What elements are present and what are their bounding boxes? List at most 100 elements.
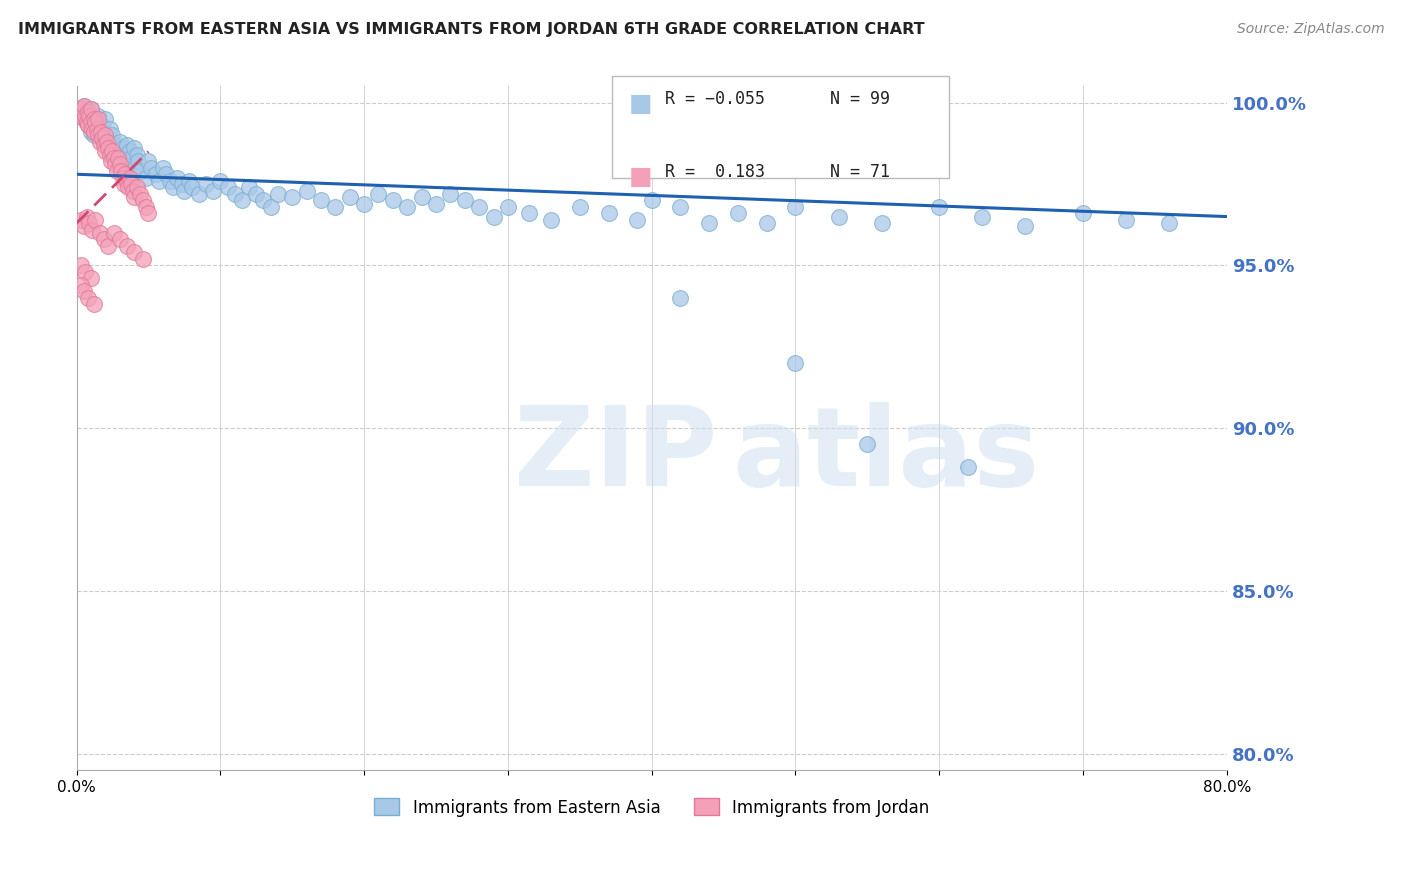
Point — [80, 102, 103, 116]
Point — [194, 177, 217, 191]
Text: atlas: atlas — [733, 402, 1039, 509]
Point — [135, 200, 157, 214]
Point — [245, 186, 267, 201]
Point — [77, 105, 100, 120]
Point — [101, 128, 124, 143]
Point — [101, 145, 124, 159]
Point — [70, 212, 93, 227]
Point — [640, 194, 662, 208]
Point — [77, 119, 100, 133]
Point — [115, 154, 138, 169]
Point — [131, 194, 153, 208]
Point — [187, 186, 209, 201]
Text: R = −0.055: R = −0.055 — [665, 90, 765, 108]
Point — [111, 141, 134, 155]
Point — [411, 190, 433, 204]
Point — [108, 232, 131, 246]
Point — [135, 170, 157, 185]
Point — [540, 212, 562, 227]
Point — [101, 147, 124, 161]
Point — [112, 147, 135, 161]
Legend: Immigrants from Eastern Asia, Immigrants from Jordan: Immigrants from Eastern Asia, Immigrants… — [367, 792, 936, 823]
Point — [87, 128, 110, 143]
Point — [89, 135, 111, 149]
Point — [73, 219, 96, 234]
Point — [87, 112, 110, 126]
Point — [89, 226, 111, 240]
Point — [73, 99, 96, 113]
Point — [80, 271, 103, 285]
Point — [87, 109, 110, 123]
Point — [104, 138, 127, 153]
Point — [482, 210, 505, 224]
Point — [94, 145, 117, 159]
Point — [94, 128, 117, 143]
Point — [231, 194, 253, 208]
Point — [1115, 212, 1137, 227]
Point — [94, 112, 117, 126]
Point — [125, 180, 148, 194]
Point — [128, 186, 150, 201]
Point — [103, 226, 125, 240]
Point — [120, 151, 142, 165]
Point — [83, 112, 105, 126]
Point — [108, 151, 131, 165]
Point — [870, 216, 893, 230]
Point — [82, 222, 104, 236]
Point — [281, 190, 304, 204]
Point — [80, 115, 103, 129]
Point — [112, 177, 135, 191]
Point — [103, 151, 125, 165]
Point — [396, 200, 419, 214]
Point — [173, 184, 195, 198]
Point — [367, 186, 389, 201]
Point — [121, 184, 143, 198]
Point — [972, 210, 994, 224]
Point — [82, 121, 104, 136]
Point — [138, 154, 160, 169]
Point — [84, 212, 107, 227]
Point — [94, 135, 117, 149]
Point — [108, 135, 131, 149]
Point — [598, 206, 620, 220]
Point — [180, 180, 202, 194]
Point — [568, 200, 591, 214]
Point — [148, 174, 170, 188]
Point — [75, 265, 97, 279]
Point — [70, 105, 93, 120]
Point — [97, 141, 120, 155]
Point — [108, 157, 131, 171]
Point — [260, 200, 283, 214]
Point — [669, 291, 692, 305]
Point — [468, 200, 491, 214]
Point — [1014, 219, 1036, 234]
Point — [100, 154, 122, 169]
Point — [77, 119, 100, 133]
Point — [97, 239, 120, 253]
Point — [118, 145, 141, 159]
Point — [928, 200, 950, 214]
Point — [87, 121, 110, 136]
Point — [177, 174, 200, 188]
Point — [295, 184, 318, 198]
Point — [626, 212, 648, 227]
Point — [856, 437, 879, 451]
Point — [93, 138, 115, 153]
Point — [224, 186, 246, 201]
Point — [122, 190, 145, 204]
Text: ■: ■ — [628, 165, 652, 189]
Point — [105, 164, 128, 178]
Point — [425, 196, 447, 211]
Point — [111, 170, 134, 185]
Point — [93, 232, 115, 246]
Point — [115, 174, 138, 188]
Point — [129, 164, 152, 178]
Point — [76, 115, 98, 129]
Point — [94, 128, 117, 143]
Point — [73, 285, 96, 299]
Point — [115, 239, 138, 253]
Point — [166, 170, 188, 185]
Point — [90, 125, 112, 139]
Point — [1159, 216, 1181, 230]
Text: R =  0.183: R = 0.183 — [665, 163, 765, 181]
